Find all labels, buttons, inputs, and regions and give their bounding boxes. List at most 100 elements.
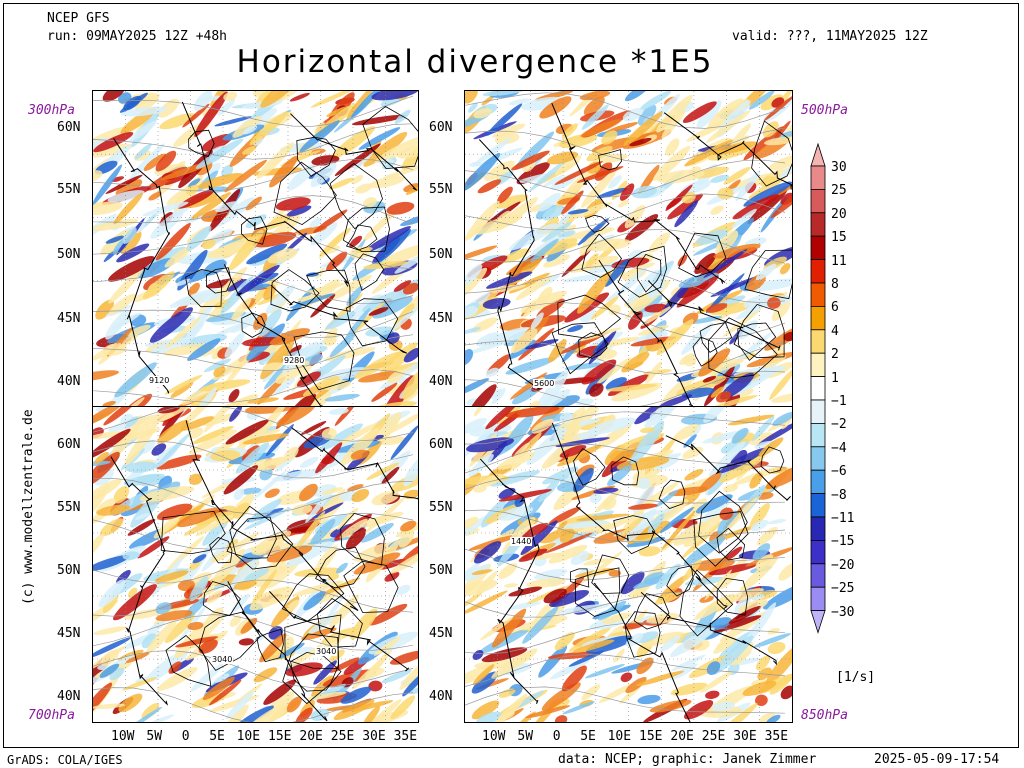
lat-tick-label: 40N <box>57 689 81 704</box>
credit-text: (c) www.modellzentrale.de <box>21 409 36 605</box>
colorbar-label: 15 <box>831 230 847 246</box>
colorbar-label: −8 <box>831 487 847 503</box>
colorbar-segment <box>810 399 826 424</box>
map-panel-850hpa: 1440 <box>464 406 793 723</box>
model-label: NCEP GFS <box>47 11 110 26</box>
lon-tick-label: 10W <box>111 729 135 744</box>
colorbar-label: −1 <box>831 394 847 409</box>
lon-tick-label: 35E <box>764 729 789 744</box>
map-field <box>465 91 792 407</box>
colorbar-segment <box>810 352 826 377</box>
lon-tick-label: 5W <box>146 729 163 744</box>
colorbar-label: 25 <box>831 183 847 199</box>
colorbar-label: 30 <box>831 160 847 175</box>
level-label-850: 850hPa <box>801 708 848 723</box>
colorbar-segment <box>810 305 826 331</box>
contour-label: 9280 <box>283 356 306 365</box>
lon-tick-label: 15E <box>639 729 663 744</box>
lon-tick-label: 5W <box>517 729 534 744</box>
colorbar-segment <box>810 493 826 518</box>
contour-label: 3040 <box>315 647 338 656</box>
colorbar-label: −20 <box>831 557 855 573</box>
footer-middle: data: NCEP; graphic: Janek Zimmer <box>558 752 817 767</box>
colorbar-segment <box>810 516 826 541</box>
colorbar-segment <box>810 586 826 612</box>
contour-label: 3040 <box>211 655 234 664</box>
map-panel-500hpa: 5600 <box>464 90 793 408</box>
lat-tick-label: 55N <box>429 182 453 197</box>
valid-label: valid: ???, 11MAY2025 12Z <box>732 29 928 44</box>
colorbar-label: 20 <box>831 206 847 222</box>
lon-tick-label: 10W <box>482 729 506 744</box>
colorbar-segment <box>810 446 826 471</box>
chart-title: Horizontal divergence *1E5 <box>236 44 714 80</box>
lat-tick-label: 55N <box>429 500 453 515</box>
colorbar-label: 4 <box>831 323 839 339</box>
contour-label: 9120 <box>148 376 171 385</box>
colorbar-label: −2 <box>831 417 847 433</box>
lat-tick-label: 60N <box>57 120 81 135</box>
level-label-500: 500hPa <box>801 103 848 118</box>
colorbar-label: 1 <box>831 370 839 386</box>
colorbar-label: 6 <box>831 300 839 316</box>
lat-tick-label: 50N <box>57 247 81 262</box>
colorbar-segment <box>810 142 826 167</box>
colorbar-segment <box>810 469 826 495</box>
colorbar-segment <box>810 165 826 190</box>
map-field <box>93 91 418 407</box>
lat-tick-label: 60N <box>429 120 453 135</box>
colorbar-segment <box>810 235 826 260</box>
lat-tick-label: 45N <box>57 311 81 326</box>
lat-tick-label: 45N <box>429 626 453 641</box>
lat-tick-label: 40N <box>57 374 81 389</box>
colorbar-segment <box>810 539 826 565</box>
level-label-700: 700hPa <box>28 708 75 723</box>
colorbar-label: 8 <box>831 277 839 292</box>
colorbar-label: −6 <box>831 464 847 480</box>
lat-tick-label: 45N <box>429 311 453 326</box>
lat-tick-label: 50N <box>429 247 453 262</box>
colorbar-segment <box>810 282 826 307</box>
lon-tick-label: 35E <box>393 729 418 744</box>
lon-tick-label: 5E <box>580 729 596 744</box>
footer-left: GrADS: COLA/IGES <box>7 753 123 767</box>
colorbar-label: −25 <box>831 581 855 597</box>
lon-tick-label: 10E <box>236 729 261 744</box>
lon-tick-label: 20E <box>670 729 694 744</box>
lat-tick-label: 50N <box>57 563 81 578</box>
contour-label: 1440 <box>510 537 533 546</box>
map-field <box>93 407 418 722</box>
map-panel-700hpa: 3040 3040 <box>92 406 419 723</box>
lon-tick-label: 20E <box>299 729 323 744</box>
contour-label: 5600 <box>533 379 556 388</box>
lat-tick-label: 45N <box>57 626 81 641</box>
map-panel-300hpa: 9120 9280 <box>92 90 419 408</box>
lon-tick-label: 30E <box>733 729 757 744</box>
lat-tick-label: 55N <box>57 182 81 197</box>
colorbar-label: −30 <box>831 604 855 620</box>
colorbar-label: 2 <box>831 347 839 363</box>
lon-tick-label: 0 <box>552 729 561 744</box>
colorbar-segment <box>810 563 826 588</box>
map-field <box>465 407 792 722</box>
lat-tick-label: 50N <box>429 563 453 578</box>
colorbar-label: −11 <box>831 511 855 526</box>
colorbar-segment <box>810 610 826 634</box>
colorbar-label: 11 <box>831 253 847 269</box>
level-label-300: 300hPa <box>28 103 75 118</box>
run-label: run: 09MAY2025 12Z +48h <box>47 29 228 44</box>
colorbar-segment <box>810 212 826 237</box>
lon-tick-label: 25E <box>330 729 355 744</box>
colorbar-segment <box>810 329 826 354</box>
lat-tick-label: 40N <box>429 689 453 704</box>
lon-tick-label: 30E <box>362 729 386 744</box>
colorbar-unit: [1/s] <box>836 670 876 685</box>
lon-tick-label: 10E <box>607 729 632 744</box>
lon-tick-label: 0 <box>181 729 190 744</box>
lon-tick-label: 25E <box>701 729 726 744</box>
colorbar-label: −4 <box>831 440 847 456</box>
colorbar-label: −15 <box>831 534 855 550</box>
colorbar-segment <box>810 259 826 284</box>
lat-tick-label: 60N <box>57 437 81 452</box>
colorbar-segment <box>810 422 826 448</box>
